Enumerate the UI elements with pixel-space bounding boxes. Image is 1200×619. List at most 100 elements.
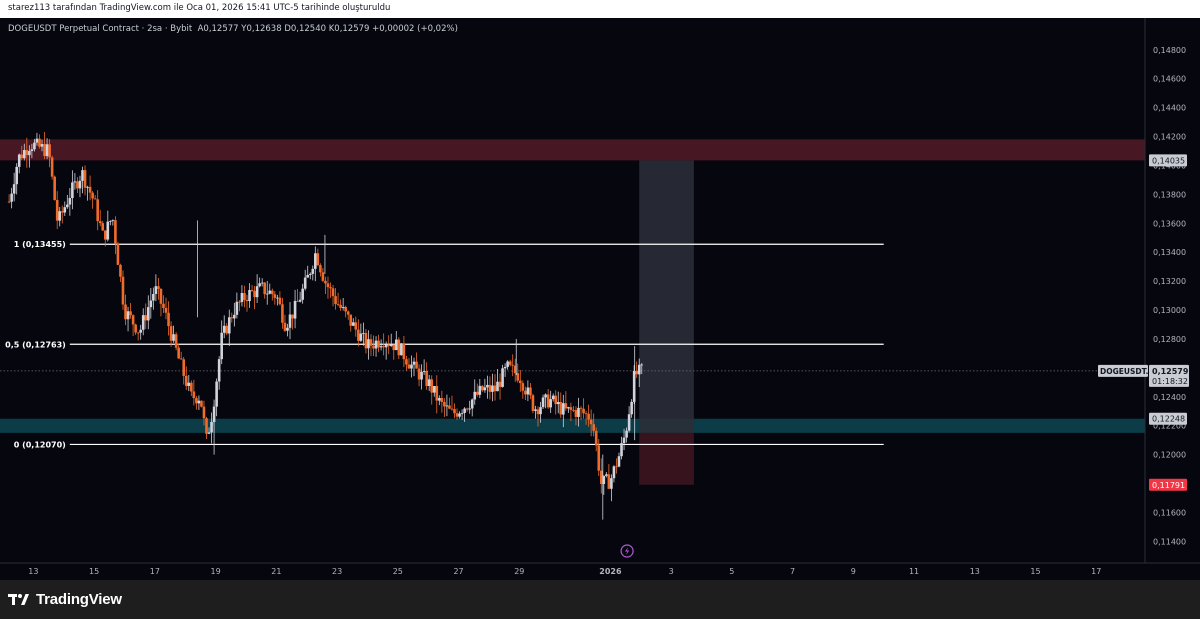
candle-body[interactable] bbox=[159, 288, 163, 304]
candle-body[interactable] bbox=[50, 157, 54, 177]
candle-body[interactable] bbox=[440, 398, 444, 403]
candle-body[interactable] bbox=[258, 283, 261, 287]
candle-body[interactable] bbox=[463, 408, 466, 413]
candle-body[interactable] bbox=[55, 199, 59, 221]
candle-body[interactable] bbox=[154, 286, 158, 295]
candle-body[interactable] bbox=[483, 387, 487, 391]
candle-body[interactable] bbox=[144, 315, 148, 321]
candle-body[interactable] bbox=[230, 317, 234, 319]
candle-body[interactable] bbox=[445, 405, 449, 407]
candle-body[interactable] bbox=[220, 332, 223, 360]
candle-body[interactable] bbox=[281, 304, 284, 323]
candle-body[interactable] bbox=[326, 283, 330, 288]
candle-body[interactable] bbox=[513, 365, 517, 374]
candle-body[interactable] bbox=[96, 199, 99, 222]
candle-body[interactable] bbox=[372, 345, 375, 349]
candle-body[interactable] bbox=[529, 387, 532, 396]
candle-body[interactable] bbox=[103, 230, 107, 240]
candle-body[interactable] bbox=[215, 381, 218, 407]
candle-body[interactable] bbox=[174, 334, 178, 348]
candle-body[interactable] bbox=[488, 384, 492, 392]
candle-body[interactable] bbox=[308, 273, 312, 276]
candle-body[interactable] bbox=[43, 144, 46, 157]
candle-body[interactable] bbox=[425, 370, 428, 387]
candle-body[interactable] bbox=[152, 294, 155, 301]
candle-body[interactable] bbox=[321, 272, 325, 281]
price-chart-svg[interactable]: 1 (0,13455) 0,5 (0,12763) 0 (0,12070) 0,148… bbox=[0, 18, 1200, 580]
candle-body[interactable] bbox=[427, 379, 431, 387]
candle-body[interactable] bbox=[564, 403, 568, 409]
candle-body[interactable] bbox=[192, 391, 196, 399]
candle-body[interactable] bbox=[66, 204, 69, 208]
candle-body[interactable] bbox=[253, 290, 256, 298]
candle-body[interactable] bbox=[291, 314, 294, 319]
candle-body[interactable] bbox=[28, 151, 31, 156]
candle-body[interactable] bbox=[33, 142, 36, 150]
candle-body[interactable] bbox=[134, 324, 137, 333]
candle-body[interactable] bbox=[443, 402, 446, 407]
candle-body[interactable] bbox=[205, 418, 208, 434]
price-axis[interactable] bbox=[1145, 18, 1200, 580]
candle-body[interactable] bbox=[592, 424, 595, 431]
candle-body[interactable] bbox=[594, 430, 598, 446]
candle-body[interactable] bbox=[124, 304, 127, 320]
candle-body[interactable] bbox=[369, 339, 373, 346]
tradingview-logo[interactable]: TradingView bbox=[8, 589, 122, 609]
candle-body[interactable] bbox=[329, 287, 332, 289]
candle-body[interactable] bbox=[453, 409, 456, 414]
candle-body[interactable] bbox=[620, 443, 623, 457]
candle-body[interactable] bbox=[354, 322, 358, 330]
candle-body[interactable] bbox=[283, 322, 287, 331]
candle-body[interactable] bbox=[263, 282, 267, 295]
candle-body[interactable] bbox=[562, 403, 565, 415]
candle-body[interactable] bbox=[71, 182, 74, 199]
candle-body[interactable] bbox=[316, 253, 320, 266]
candle-body[interactable] bbox=[303, 277, 307, 289]
candle-body[interactable] bbox=[612, 466, 616, 479]
candle-body[interactable] bbox=[15, 166, 19, 185]
candle-body[interactable] bbox=[172, 334, 175, 341]
candle-body[interactable] bbox=[534, 409, 537, 411]
candle-body[interactable] bbox=[167, 312, 170, 327]
candle-body[interactable] bbox=[486, 384, 489, 388]
candle-body[interactable] bbox=[195, 398, 198, 404]
candle-body[interactable] bbox=[420, 371, 423, 380]
candle-body[interactable] bbox=[518, 380, 522, 384]
candle-body[interactable] bbox=[200, 400, 203, 407]
candle-body[interactable] bbox=[508, 361, 512, 365]
candle-body[interactable] bbox=[250, 290, 254, 291]
candle-body[interactable] bbox=[25, 150, 29, 156]
candle-body[interactable] bbox=[402, 343, 406, 360]
candle-body[interactable] bbox=[351, 322, 355, 326]
candle-body[interactable] bbox=[599, 470, 603, 484]
candle-body[interactable] bbox=[63, 207, 67, 213]
candle-body[interactable] bbox=[382, 346, 385, 348]
candle-body[interactable] bbox=[202, 406, 206, 419]
candle-body[interactable] bbox=[521, 383, 525, 391]
candle-body[interactable] bbox=[536, 409, 540, 415]
candle-body[interactable] bbox=[270, 290, 274, 295]
candle-body[interactable] bbox=[149, 300, 153, 308]
candle-body[interactable] bbox=[324, 280, 327, 284]
candle-body[interactable] bbox=[119, 264, 122, 277]
candle-body[interactable] bbox=[73, 181, 77, 183]
candle-body[interactable] bbox=[526, 387, 530, 395]
candle-body[interactable] bbox=[190, 382, 193, 392]
candle-body[interactable] bbox=[531, 395, 535, 411]
candle-body[interactable] bbox=[387, 344, 391, 346]
candle-body[interactable] bbox=[478, 385, 482, 395]
candle-body[interactable] bbox=[136, 332, 140, 334]
candle-body[interactable] bbox=[405, 359, 408, 365]
candle-body[interactable] bbox=[640, 364, 644, 366]
candle-body[interactable] bbox=[276, 297, 279, 299]
candle-body[interactable] bbox=[546, 394, 550, 408]
candle-body[interactable] bbox=[569, 407, 573, 410]
candle-body[interactable] bbox=[296, 300, 299, 302]
candle-body[interactable] bbox=[589, 419, 593, 425]
candle-body[interactable] bbox=[48, 144, 51, 158]
candle-body[interactable] bbox=[503, 366, 507, 369]
candle-body[interactable] bbox=[377, 340, 380, 348]
candle-body[interactable] bbox=[30, 149, 34, 152]
candle-body[interactable] bbox=[184, 375, 188, 386]
candle-body[interactable] bbox=[35, 138, 39, 143]
